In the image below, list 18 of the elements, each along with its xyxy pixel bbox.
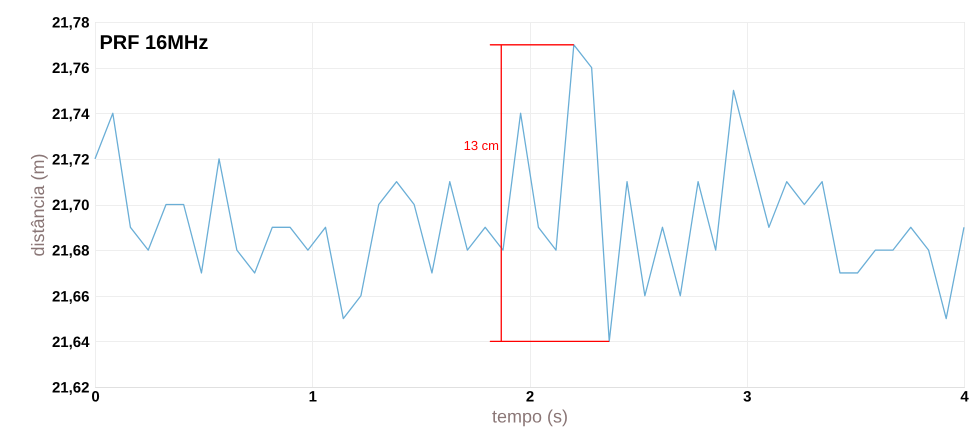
y-tick-label: 21,66 [52, 288, 90, 306]
annotation: 13 cm [464, 138, 499, 153]
y-tick-label: 21,62 [52, 380, 90, 396]
y-tick-label: 21,74 [52, 106, 90, 123]
y-tick-label: 21,78 [52, 14, 90, 32]
text: PRF 16MHz [99, 32, 208, 54]
y-axis-title: distância (m) [28, 153, 48, 257]
y-tick-label: 21,64 [52, 334, 90, 351]
y-tick-label: 21,70 [52, 197, 90, 214]
y-tick-label: 21,68 [52, 242, 90, 260]
x-axis-title: tempo (s) [492, 406, 568, 426]
x-tick-label: 0 [91, 388, 100, 406]
x-tick-label: 2 [526, 388, 534, 406]
y-tick-label: 21,76 [52, 60, 90, 78]
y-tick-label: 21,72 [52, 151, 90, 168]
x-tick-label: 1 [308, 388, 317, 406]
x-tick-label: 3 [743, 388, 752, 406]
x-tick-label: 4 [960, 388, 970, 406]
